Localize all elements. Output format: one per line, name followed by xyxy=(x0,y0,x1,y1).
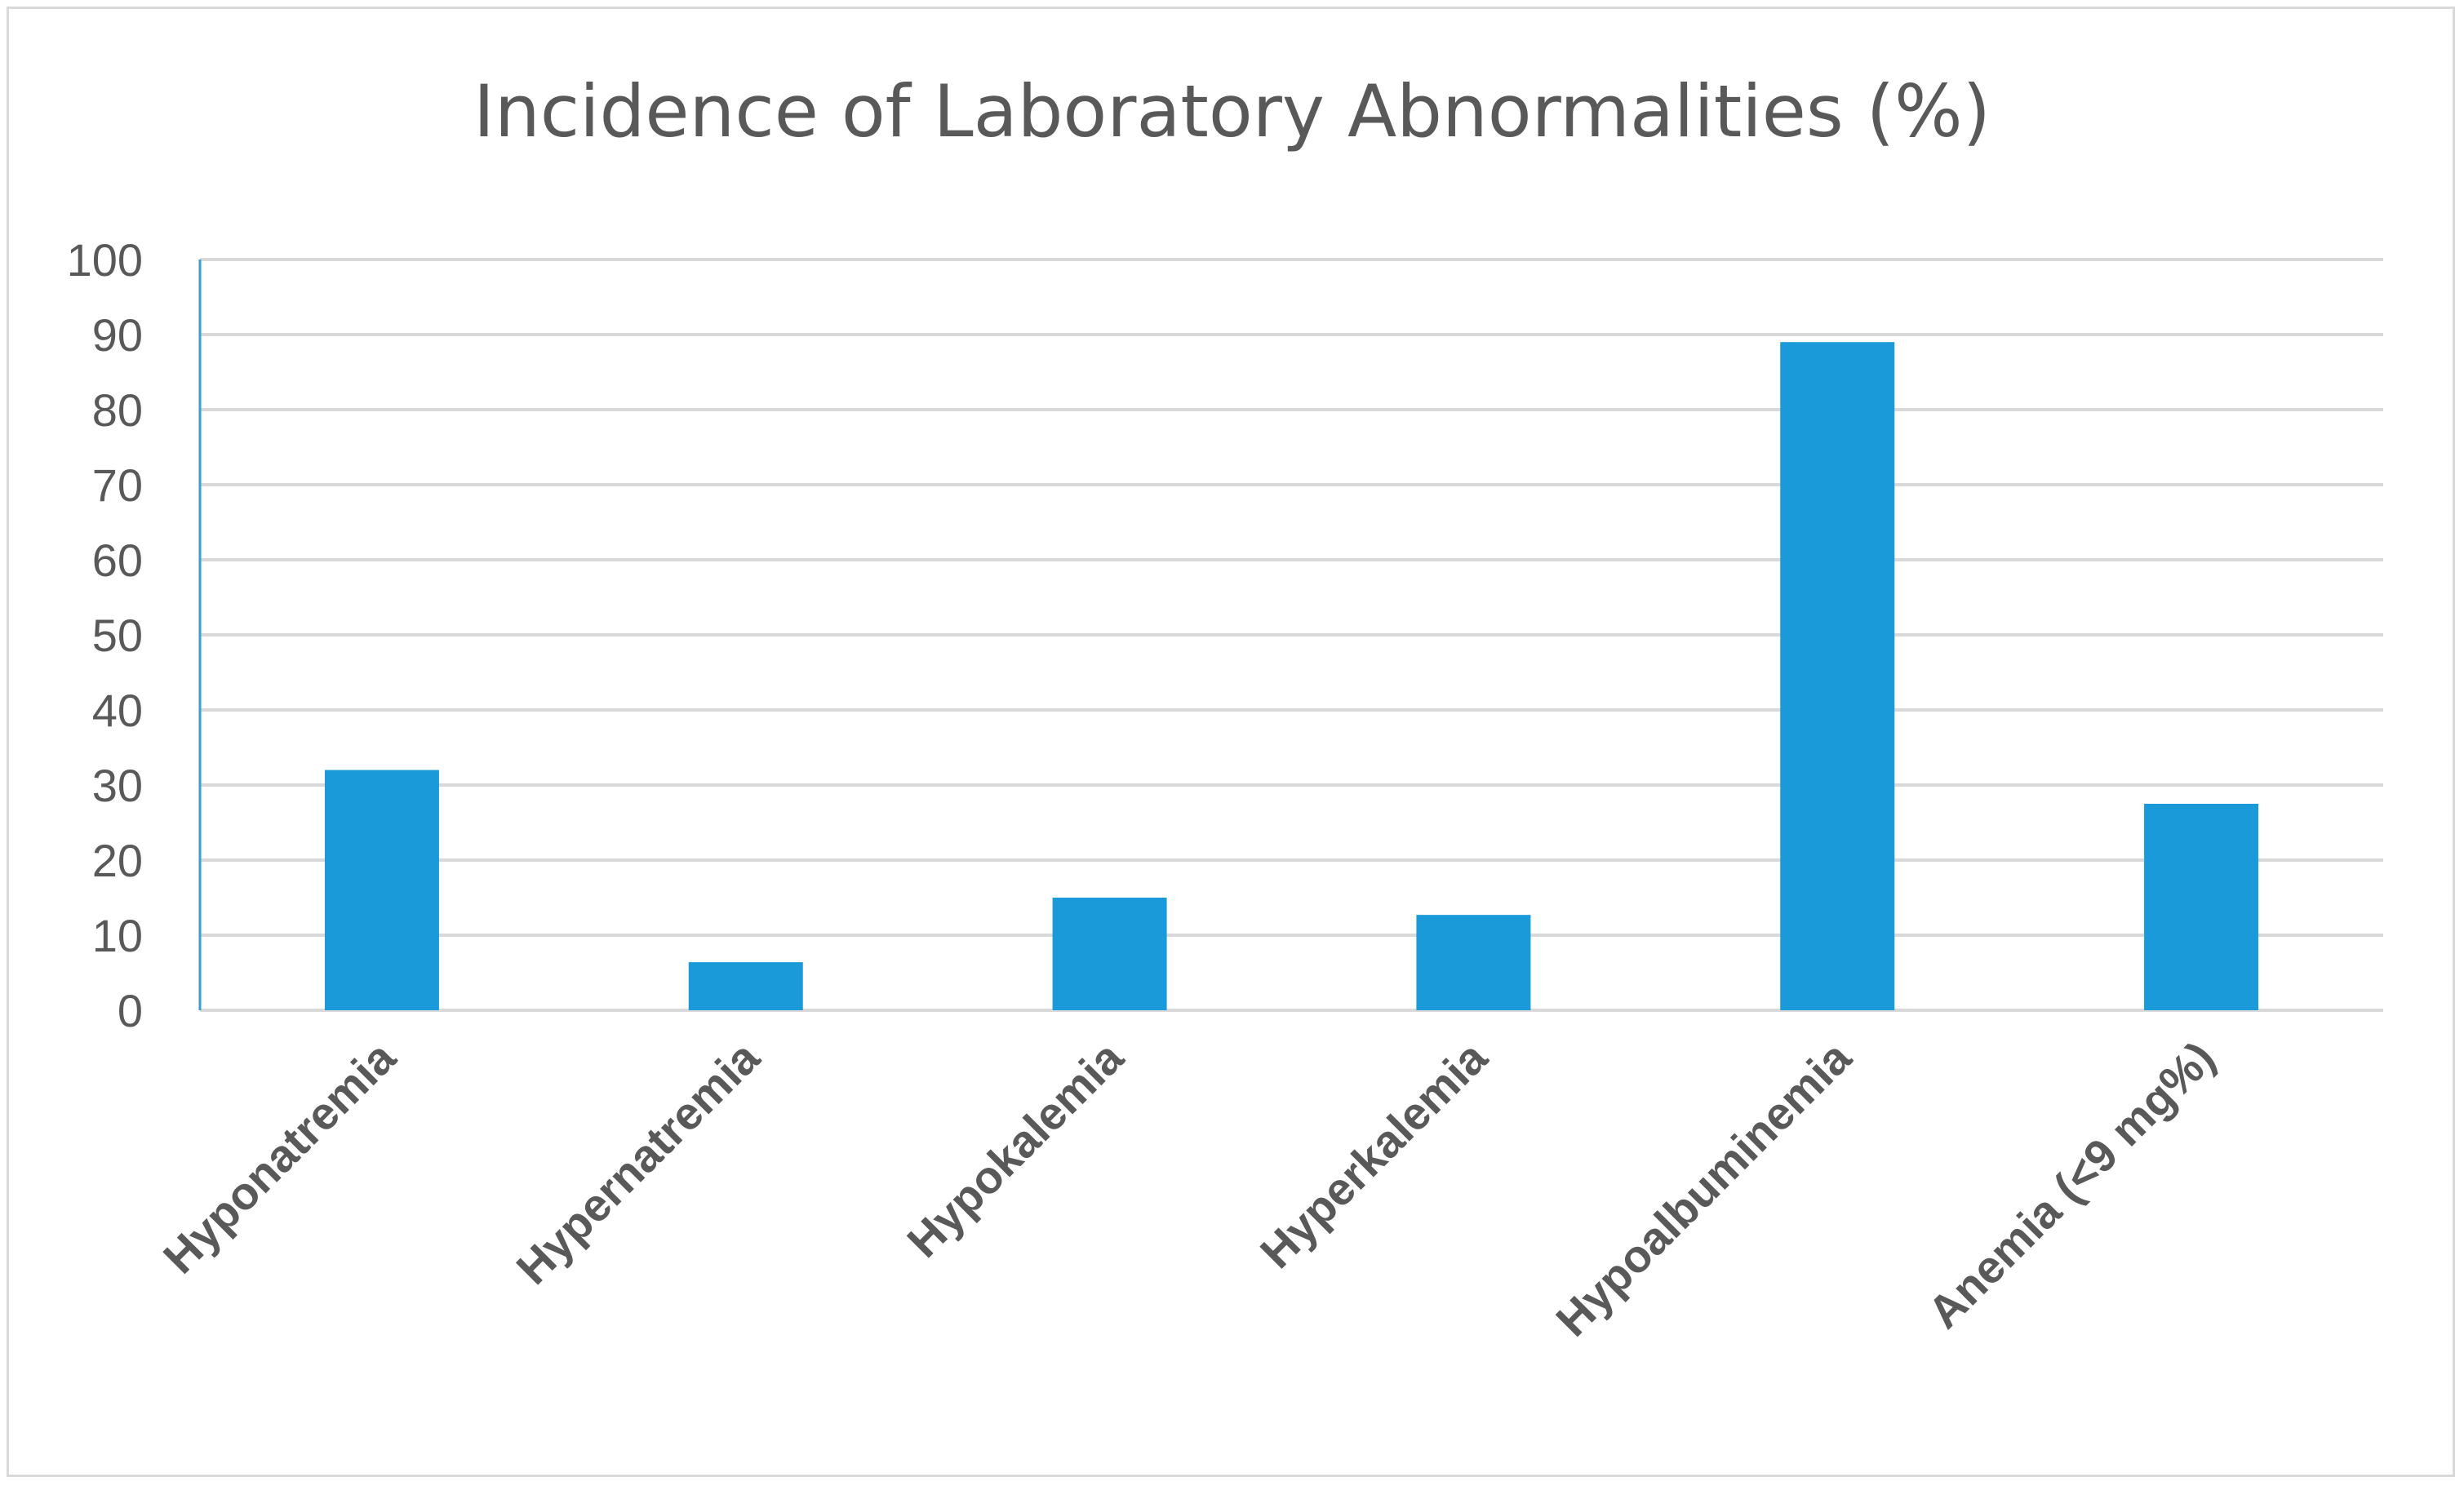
y-tick-label: 50 xyxy=(92,610,143,661)
chart-border xyxy=(7,7,2455,1477)
x-tick-label: Anemia (<9 mg%) xyxy=(1918,1031,2225,1338)
y-tick-label: 100 xyxy=(67,234,143,286)
x-tick-label: Hyponatremia xyxy=(153,1031,406,1283)
bar xyxy=(324,770,439,1010)
y-tick-label: 40 xyxy=(92,685,143,736)
bar xyxy=(2144,804,2259,1010)
y-tick-label: 60 xyxy=(92,535,143,586)
x-tick-label: Hypernatremia xyxy=(506,1031,769,1293)
x-tick-label: Hypoalbuminemia xyxy=(1546,1031,1861,1346)
bar xyxy=(1052,898,1167,1010)
y-tick-label: 10 xyxy=(92,910,143,961)
bar xyxy=(688,962,803,1010)
bar xyxy=(1780,342,1895,1010)
chart-title: Incidence of Laboratory Abnormalities (%… xyxy=(473,69,1991,153)
x-tick-label: Hypokalemia xyxy=(897,1031,1133,1266)
y-tick-label: 20 xyxy=(92,835,143,886)
y-tick-label: 70 xyxy=(92,459,143,511)
y-tick-label: 30 xyxy=(92,760,143,811)
y-tick-label: 0 xyxy=(118,985,143,1036)
y-tick-label: 90 xyxy=(92,309,143,361)
y-tick-label: 80 xyxy=(92,384,143,436)
bar xyxy=(1416,915,1531,1010)
x-tick-label: Hyperkalemia xyxy=(1250,1031,1498,1278)
